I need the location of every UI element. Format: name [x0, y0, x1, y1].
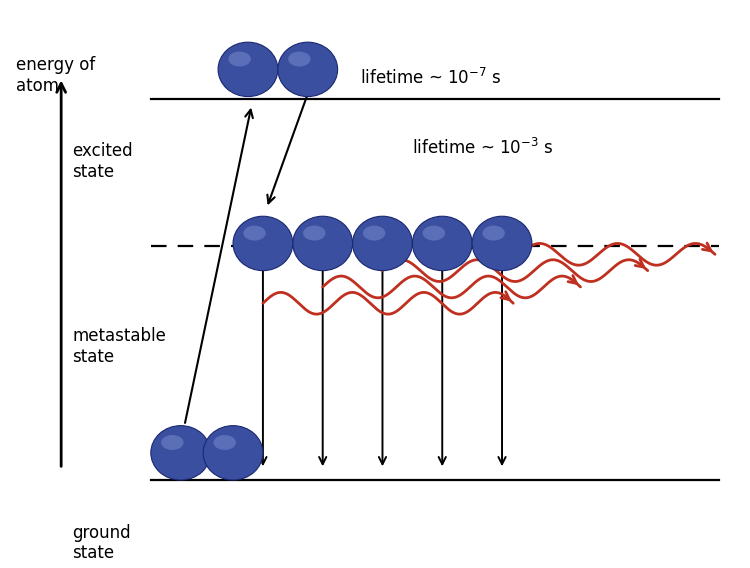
Ellipse shape [303, 225, 326, 241]
Ellipse shape [214, 435, 236, 450]
Ellipse shape [243, 225, 266, 241]
Ellipse shape [233, 216, 292, 270]
Ellipse shape [363, 225, 386, 241]
Text: lifetime ~ 10$^{-7}$ s: lifetime ~ 10$^{-7}$ s [360, 68, 502, 87]
Ellipse shape [218, 42, 278, 97]
Text: lifetime ~ 10$^{-3}$ s: lifetime ~ 10$^{-3}$ s [413, 138, 554, 158]
Ellipse shape [151, 425, 211, 480]
Text: metastable
state: metastable state [72, 327, 166, 366]
Text: excited
state: excited state [72, 143, 133, 181]
Ellipse shape [229, 52, 251, 66]
Ellipse shape [161, 435, 184, 450]
Ellipse shape [482, 225, 505, 241]
Text: ground
state: ground state [72, 524, 131, 562]
Ellipse shape [413, 216, 472, 270]
Text: energy of
atom: energy of atom [16, 56, 95, 95]
Ellipse shape [288, 52, 310, 66]
Ellipse shape [423, 225, 445, 241]
Ellipse shape [278, 42, 338, 97]
Ellipse shape [203, 425, 263, 480]
Ellipse shape [472, 216, 532, 270]
Ellipse shape [292, 216, 352, 270]
Ellipse shape [352, 216, 413, 270]
